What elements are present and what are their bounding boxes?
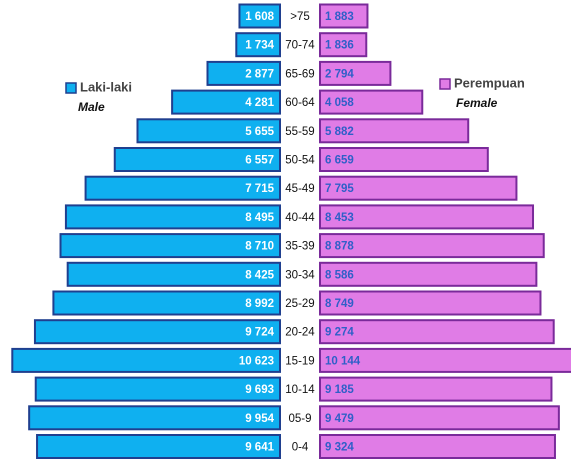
male-bar (136, 118, 281, 144)
value-label: 4 058 (325, 97, 354, 109)
male-bar (33, 319, 281, 345)
value-label: 8 495 (245, 212, 274, 224)
age-label: 70-74 (285, 40, 315, 52)
male-bar (64, 204, 282, 230)
value-label: 8 453 (325, 212, 354, 224)
value-label: 9 274 (325, 327, 354, 339)
female-bar (319, 319, 555, 345)
legend-label: Perempuan (454, 75, 525, 90)
female-bar (319, 434, 556, 459)
age-label: 65-69 (285, 68, 314, 80)
female-bar (319, 60, 392, 86)
value-label: 9 724 (245, 327, 274, 339)
male-bar (34, 376, 281, 402)
age-label: 45-49 (285, 183, 314, 195)
female-bar (319, 261, 538, 287)
value-label: 9 954 (245, 413, 274, 425)
value-label: 8 992 (245, 298, 274, 310)
female-bar (319, 3, 369, 29)
male-bar (66, 261, 281, 287)
male-bar (59, 233, 282, 259)
value-label: 8 878 (325, 241, 354, 253)
age-label: 10-14 (285, 384, 315, 396)
value-label: 8 586 (325, 269, 354, 281)
value-label: 10 623 (239, 355, 274, 367)
female-bar (319, 233, 545, 259)
female-bar (319, 376, 553, 402)
legend-swatch (439, 78, 451, 90)
female-bar (319, 175, 518, 201)
age-label: 25-29 (285, 298, 314, 310)
male-bar (171, 89, 282, 115)
female-bar (319, 32, 368, 58)
value-label: 8 710 (245, 241, 274, 253)
female-bar (319, 405, 560, 431)
value-label: 9 185 (325, 384, 354, 396)
age-label: 35-39 (285, 241, 314, 253)
legend-label: Laki-laki (80, 79, 132, 94)
male-bar (238, 3, 281, 29)
value-label: 1 734 (245, 40, 274, 52)
value-label: 5 882 (325, 126, 354, 138)
value-label: 5 655 (245, 126, 274, 138)
male-bar (36, 434, 281, 459)
age-label: 60-64 (285, 97, 315, 109)
male-bar (52, 290, 282, 316)
male-bar (113, 147, 282, 172)
male-bar (11, 347, 281, 373)
male-bar (28, 405, 282, 431)
legend-translation: Female (456, 96, 498, 110)
age-label: 20-24 (285, 327, 315, 339)
age-label: 50-54 (285, 155, 315, 167)
female-bar (319, 290, 542, 316)
male-bar (84, 175, 281, 201)
age-label: 15-19 (285, 355, 314, 367)
value-label: 10 144 (325, 355, 361, 367)
male-bar (206, 60, 281, 86)
value-label: 9 479 (325, 413, 354, 425)
female-bar (319, 89, 424, 115)
age-label: 05-9 (288, 413, 311, 425)
value-label: 6 659 (325, 155, 354, 167)
value-label: 6 557 (245, 155, 274, 167)
age-label: 55-59 (285, 126, 314, 138)
value-label: 8 749 (325, 298, 354, 310)
value-label: 2 877 (245, 68, 274, 80)
female-bar (319, 347, 571, 373)
value-label: 7 795 (325, 183, 354, 195)
legend-swatch (65, 82, 77, 94)
value-label: 2 794 (325, 68, 354, 80)
female-bar (319, 118, 470, 144)
value-label: 9 641 (245, 442, 274, 454)
value-label: 7 715 (245, 183, 274, 195)
male-bar (235, 32, 282, 58)
value-label: 9 324 (325, 442, 354, 454)
value-label: 9 693 (245, 384, 274, 396)
value-label: 8 425 (245, 269, 274, 281)
age-label: >75 (290, 11, 310, 23)
value-label: 4 281 (245, 97, 274, 109)
value-label: 1 608 (245, 11, 274, 23)
age-label: 0-4 (292, 442, 309, 454)
value-label: 1 883 (325, 11, 354, 23)
age-label: 40-44 (285, 212, 315, 224)
legend-translation: Male (78, 100, 105, 114)
female-bar (319, 204, 535, 230)
value-label: 1 836 (325, 40, 354, 52)
female-bar (319, 147, 489, 172)
age-label: 30-34 (285, 269, 315, 281)
